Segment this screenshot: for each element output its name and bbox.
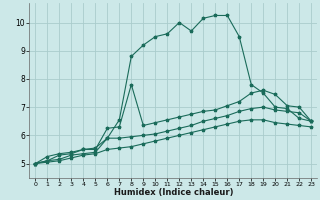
X-axis label: Humidex (Indice chaleur): Humidex (Indice chaleur) xyxy=(114,188,233,197)
